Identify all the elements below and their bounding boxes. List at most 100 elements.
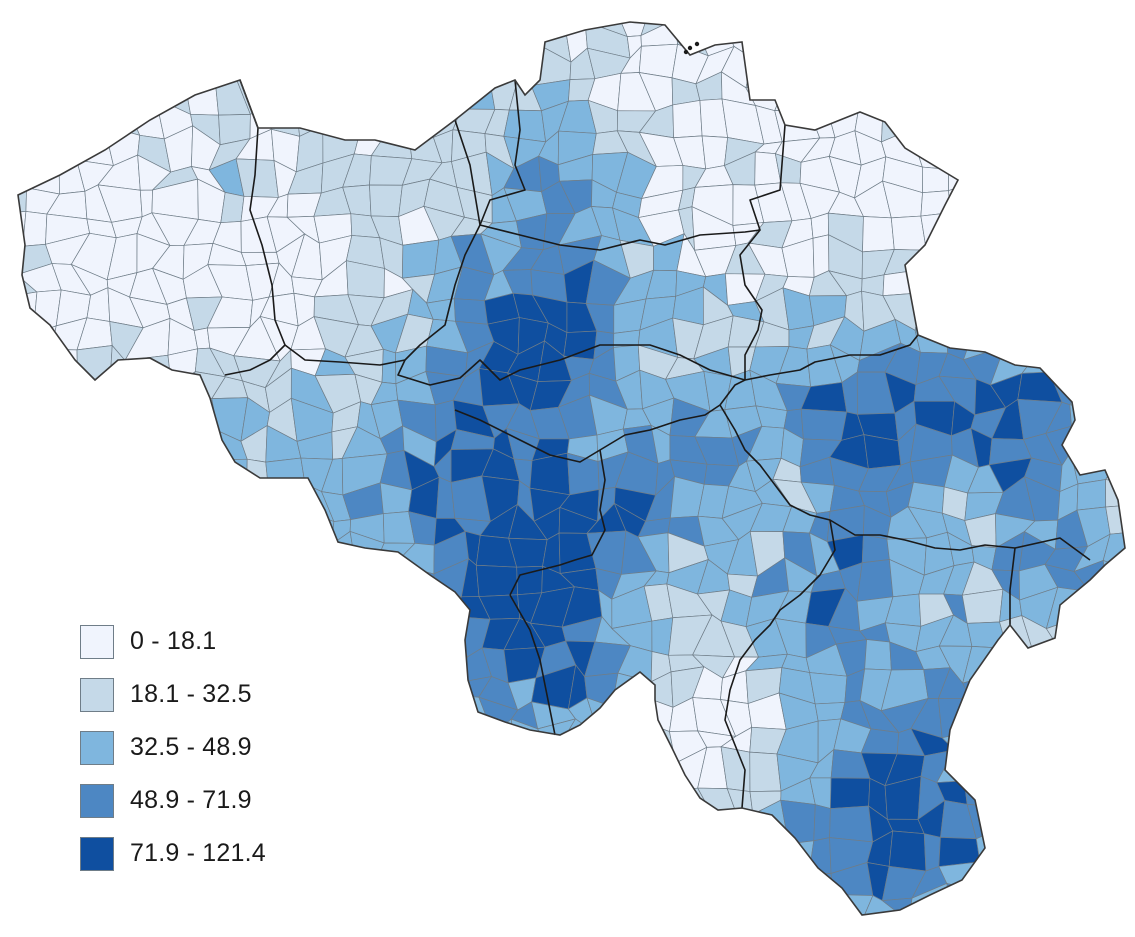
municipality-region [511, 745, 550, 780]
legend-swatch [80, 836, 114, 871]
municipality-region [434, 655, 469, 684]
municipality-region [948, 127, 968, 171]
municipality-region [287, 71, 326, 114]
municipality-region [128, 369, 173, 406]
municipality-region [914, 290, 956, 331]
municipality-region [238, 490, 276, 518]
municipality-region [0, 262, 5, 297]
municipality-region [750, 22, 792, 31]
municipality-region [1052, 639, 1091, 675]
legend-swatch [80, 783, 114, 818]
municipality-region [402, 239, 440, 279]
municipality-region [1105, 479, 1125, 508]
legend: 0 - 18.1 18.1 - 32.5 32.5 - 48.9 48.9 - … [80, 615, 266, 880]
municipality-region [564, 22, 587, 26]
municipality-region [701, 135, 729, 170]
municipality-region [814, 702, 846, 722]
legend-label: 18.1 - 32.5 [130, 680, 252, 708]
municipality-region [1044, 348, 1087, 382]
province-border [224, 79, 286, 376]
municipality-region [978, 179, 995, 221]
municipality-region [890, 215, 927, 251]
municipality-region [492, 718, 513, 767]
municipality-region [651, 756, 677, 794]
municipality-region [994, 788, 1033, 813]
municipality-region [888, 830, 927, 872]
municipality-region [1086, 591, 1112, 626]
enclave-mark [694, 41, 700, 47]
municipality-region [427, 90, 465, 110]
municipality-region [862, 216, 895, 253]
municipality-region [1105, 431, 1125, 468]
province-border [1009, 547, 1016, 625]
legend-item: 0 - 18.1 [80, 615, 266, 668]
municipality-region [265, 457, 306, 493]
country-outline [17, 21, 1126, 916]
municipality-region [322, 105, 359, 139]
province-border [509, 594, 556, 736]
municipality-region [77, 380, 116, 405]
municipality-region [0, 235, 3, 277]
municipality-region [18, 153, 60, 195]
municipality-region [830, 777, 871, 809]
municipality-region [460, 82, 496, 110]
municipality-region [1127, 532, 1135, 572]
municipality-region [969, 697, 1009, 739]
municipality-region [721, 22, 752, 31]
legend-label: 71.9 - 121.4 [130, 839, 266, 867]
municipality-region [28, 340, 62, 387]
municipality-region [460, 732, 496, 767]
municipality-region [807, 76, 836, 116]
municipality-region [220, 191, 245, 224]
municipality-region [51, 349, 78, 388]
municipality-region [669, 812, 712, 845]
municipality-region [0, 152, 8, 192]
municipality-region [948, 157, 982, 192]
municipality-region [913, 260, 956, 293]
municipality-region [429, 667, 458, 696]
municipality-region [645, 0, 682, 7]
municipality-region [923, 833, 941, 872]
municipality-region [265, 504, 306, 536]
municipality-region [1127, 504, 1135, 532]
municipality-region [1031, 330, 1048, 361]
municipality-region [369, 184, 403, 217]
municipality-region [377, 102, 411, 145]
province-borders [224, 79, 1091, 809]
municipality-region [404, 586, 437, 623]
municipality-region [503, 22, 545, 34]
municipality-region [858, 70, 902, 105]
municipality-region [922, 166, 950, 194]
legend-swatch [80, 677, 114, 712]
municipality-region [340, 569, 389, 600]
municipality-region [828, 70, 871, 116]
municipality-region [990, 648, 1034, 677]
municipality-region [536, 746, 560, 779]
municipality-region [1021, 355, 1050, 374]
municipality-region [963, 780, 1004, 807]
municipality-region [810, 885, 848, 915]
municipality-region [167, 45, 199, 77]
municipality-region [1000, 319, 1035, 361]
municipality-region [813, 804, 831, 842]
legend-swatch [80, 730, 114, 765]
municipality-region [774, 106, 821, 143]
municipality-region [800, 408, 848, 441]
municipality-region [183, 430, 225, 461]
municipality-region [408, 102, 434, 145]
municipality-region [22, 211, 48, 247]
municipality-region [428, 692, 469, 738]
municipality-region [755, 834, 791, 862]
municipality-region [558, 746, 602, 787]
province-border [724, 519, 836, 809]
municipality-region [82, 106, 115, 146]
municipality-region [611, 696, 647, 724]
municipality-region [1069, 380, 1114, 410]
municipality-region [268, 483, 306, 509]
municipality-region [909, 101, 949, 131]
municipality-region [856, 559, 894, 602]
municipality-region [1102, 559, 1125, 601]
municipality-region [124, 75, 173, 104]
legend-item: 18.1 - 32.5 [80, 668, 266, 721]
